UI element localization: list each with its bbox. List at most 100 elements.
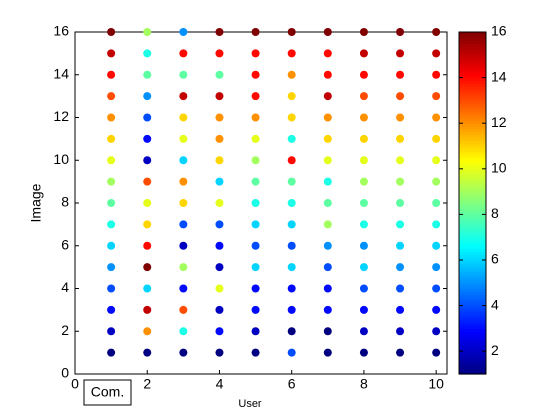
colorbar-swatch [459, 302, 486, 307]
colorbar-swatch [459, 111, 486, 116]
y-axis-label: Image [28, 183, 44, 222]
point [179, 92, 188, 101]
point [396, 199, 405, 207]
point [251, 220, 260, 229]
point [251, 199, 260, 207]
colorbar-swatch [459, 185, 486, 190]
colorbar-swatch [459, 97, 486, 101]
point [432, 263, 441, 272]
point [287, 92, 296, 101]
point [287, 348, 296, 357]
colorbar-swatch [459, 191, 486, 196]
point [215, 263, 224, 272]
colorbar-swatch [459, 208, 486, 213]
point [396, 305, 405, 314]
point [179, 70, 188, 79]
colorbar-swatch [459, 143, 486, 147]
point [143, 305, 152, 314]
colorbar-swatch [459, 32, 486, 36]
point [179, 134, 188, 143]
point [287, 156, 296, 165]
colorbar-swatch [459, 46, 486, 50]
colorbar-swatch [459, 37, 486, 42]
colorbar-swatch [459, 354, 486, 358]
colorbar-swatch [459, 328, 486, 332]
point [143, 327, 152, 336]
colorbar-swatch [459, 348, 486, 352]
point [215, 348, 224, 357]
point [287, 263, 296, 272]
x-tick-label: 0 [71, 376, 79, 392]
colorbar-swatch [459, 197, 486, 201]
point [396, 241, 405, 250]
colorbar-swatch [459, 51, 486, 56]
point [323, 70, 332, 79]
colorbar-swatch [459, 325, 486, 329]
y-tick-label: 0 [61, 365, 69, 381]
colorbar-swatch [459, 91, 486, 96]
point [287, 327, 296, 336]
point [215, 241, 224, 250]
point [143, 113, 152, 122]
point [215, 305, 224, 314]
colorbar-swatch [459, 268, 486, 272]
point [143, 49, 152, 58]
point [323, 199, 332, 207]
point [179, 305, 188, 314]
point [143, 92, 152, 101]
point [107, 199, 116, 207]
colorbar-swatch [459, 345, 486, 349]
point [179, 220, 188, 229]
colorbar-swatch [459, 83, 486, 87]
point [179, 327, 188, 336]
point [143, 28, 152, 36]
annotation-text[interactable]: Com. [91, 384, 124, 400]
point [215, 49, 224, 58]
point [359, 284, 368, 293]
colorbar-swatch [459, 225, 486, 230]
point [215, 327, 224, 336]
y-tick-label: 6 [61, 236, 69, 252]
point [251, 92, 260, 101]
colorbar-swatch [459, 359, 486, 364]
point [359, 220, 368, 229]
point [323, 92, 332, 101]
colorbar-swatch [459, 217, 486, 221]
colorbar-swatch [459, 305, 486, 310]
point [323, 263, 332, 272]
point [215, 70, 224, 79]
colorbar-swatch [459, 277, 486, 281]
point [323, 241, 332, 250]
colorbar-swatch [459, 69, 486, 73]
point [143, 220, 152, 229]
point [396, 348, 405, 357]
point [107, 28, 116, 36]
point [215, 92, 224, 101]
plot-area [74, 31, 448, 375]
colorbar-swatch [459, 220, 486, 224]
colorbar-swatch [459, 54, 486, 59]
colorbar-swatch [459, 131, 486, 136]
point [359, 199, 368, 207]
point [359, 241, 368, 250]
x-tick-label: 6 [288, 376, 296, 392]
colorbar-swatch [459, 80, 486, 84]
point [287, 113, 296, 122]
point [359, 92, 368, 101]
colorbar-swatch [459, 222, 486, 227]
point [143, 348, 152, 357]
colorbar-swatch [459, 237, 486, 241]
point [179, 241, 188, 250]
colorbar-swatch [459, 342, 486, 347]
colorbar-swatch [459, 257, 486, 261]
point [396, 263, 405, 272]
point [359, 134, 368, 143]
colorbar-swatch [459, 180, 486, 184]
colorbar-swatch [459, 157, 486, 161]
point [323, 134, 332, 143]
point [251, 113, 260, 122]
colorbar-swatch [459, 49, 486, 53]
point [432, 28, 441, 36]
colorbar-swatch [459, 137, 486, 141]
annotation-box[interactable] [83, 379, 132, 406]
